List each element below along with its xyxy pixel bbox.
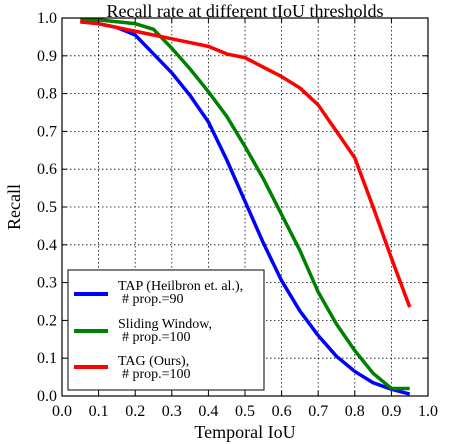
x-tick-label: 1.0 <box>418 403 438 420</box>
y-tick-label: 0.1 <box>37 350 57 367</box>
x-tick-label: 0.9 <box>381 403 401 420</box>
y-tick-label: 0.0 <box>37 388 57 405</box>
y-tick-label: 0.8 <box>37 86 57 103</box>
y-tick-label: 0.2 <box>37 312 57 329</box>
x-tick-label: 0.5 <box>235 403 255 420</box>
legend-label-tap-line2: # prop.=90 <box>122 292 184 307</box>
legend-label-tap-line1: TAP (Heilbron et. al.), <box>118 279 243 294</box>
x-tick-label: 0.3 <box>162 403 182 420</box>
y-tick-label: 0.6 <box>37 161 57 178</box>
legend-label-sliding-window-line1: Sliding Window, <box>118 317 212 332</box>
legend: TAP (Heilbron et. al.), # prop.=90 Slidi… <box>67 269 265 391</box>
y-tick-label: 0.4 <box>37 237 57 254</box>
y-tick-label: 0.5 <box>37 199 57 216</box>
y-tick-label: 1.0 <box>37 10 57 27</box>
x-tick-label: 0.2 <box>125 403 145 420</box>
y-axis-label: Recall <box>4 184 24 230</box>
series-line-sliding-window <box>80 17 410 391</box>
x-tick-label: 0.4 <box>198 403 218 420</box>
series-line-tap <box>80 20 411 396</box>
legend-label-sliding-window-line2: # prop.=100 <box>122 330 191 345</box>
y-tick-label: 0.9 <box>37 48 57 65</box>
chart-title: Recall rate at different tIoU thresholds <box>106 1 383 21</box>
x-tick-label: 0.8 <box>345 403 365 420</box>
series-line-tag <box>80 20 412 308</box>
series-lines <box>80 17 412 396</box>
x-axis-label: Temporal IoU <box>194 422 295 442</box>
axis-ticks: 0.0 0.1 0.2 0.3 0.4 0.5 0.6 0.7 0.8 0.9 1.0 0.0 0.1 0… <box>37 10 438 420</box>
x-tick-label: 0.1 <box>89 403 109 420</box>
x-tick-label: 0.7 <box>308 403 328 420</box>
legend-label-tag-line2: # prop.=100 <box>122 367 191 382</box>
x-tick-label: 0.6 <box>272 403 292 420</box>
y-tick-label: 0.3 <box>37 275 57 292</box>
y-tick-label: 0.7 <box>37 123 57 140</box>
x-tick-label: 0.0 <box>52 403 72 420</box>
legend-label-tag-line1: TAG (Ours), <box>118 354 189 369</box>
